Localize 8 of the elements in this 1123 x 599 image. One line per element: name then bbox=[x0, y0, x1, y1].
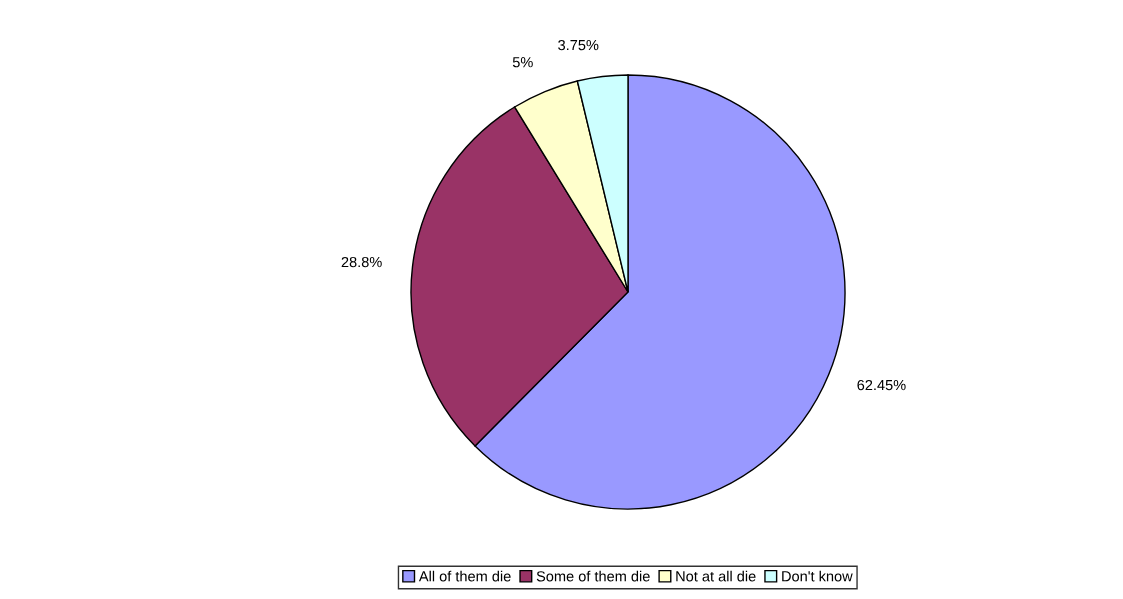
legend-label: Some of them die bbox=[536, 570, 650, 582]
legend-label: All of them die bbox=[418, 570, 511, 582]
data-label: 28.8% bbox=[341, 256, 382, 268]
legend-label: Don't know bbox=[782, 570, 853, 582]
data-label: 3.75% bbox=[558, 39, 599, 51]
legend-label: Not at all die bbox=[676, 570, 756, 582]
data-label: 5% bbox=[512, 57, 533, 68]
data-label: 62.45% bbox=[857, 379, 906, 391]
